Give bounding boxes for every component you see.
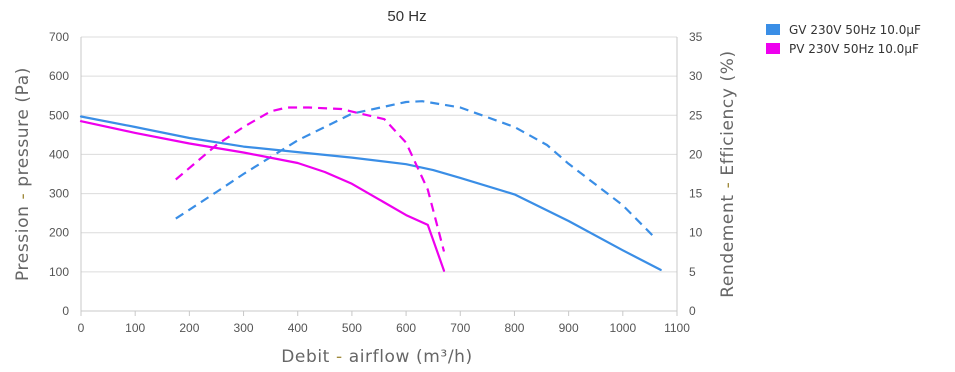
x-tick-label: 0 xyxy=(78,321,85,335)
y-right-tick-labels: 0 5 10 15 20 25 30 35 xyxy=(689,30,703,318)
series-lines xyxy=(79,100,662,272)
y-right-tick-label: 30 xyxy=(689,69,703,83)
series-line-gv-efficiency xyxy=(175,100,657,239)
series-line-pv-efficiency xyxy=(175,106,446,252)
legend-item-pv[interactable]: PV 230V 50Hz 10.0μF xyxy=(766,39,921,58)
y-right-tick-label: 15 xyxy=(689,187,703,201)
chart-title: 50 Hz xyxy=(387,8,426,25)
x-tick-labels: 0 100 200 300 400 500 600 700 800 900 1000 1100 xyxy=(78,311,690,335)
x-axis-title-fr: Debit xyxy=(281,347,330,367)
x-tick-label: 300 xyxy=(234,321,254,335)
y-right-axis-title-fr: Rendement xyxy=(718,194,738,297)
y-left-tick-label: 100 xyxy=(49,265,69,279)
y-left-tick-label: 400 xyxy=(49,147,69,161)
x-axis-title-sep: - xyxy=(330,347,349,367)
x-tick-label: 500 xyxy=(342,321,362,335)
y-right-axis-title-en: Efficiency (%) xyxy=(718,50,738,175)
y-left-tick-label: 300 xyxy=(49,187,69,201)
y-right-axis-title-sep: - xyxy=(718,176,738,195)
legend: GV 230V 50Hz 10.0μF PV 230V 50Hz 10.0μF xyxy=(766,20,921,58)
x-tick-label: 600 xyxy=(396,321,416,335)
legend-item-gv[interactable]: GV 230V 50Hz 10.0μF xyxy=(766,20,921,39)
x-tick-label: 700 xyxy=(450,321,470,335)
y-left-tick-label: 500 xyxy=(49,108,69,122)
y-left-tick-label: 200 xyxy=(49,226,69,240)
y-left-axis-title-sep: - xyxy=(13,187,33,206)
legend-swatch-pv xyxy=(766,43,780,54)
x-tick-label: 1000 xyxy=(609,321,636,335)
x-tick-label: 1100 xyxy=(664,321,690,335)
y-left-tick-label: 600 xyxy=(49,69,69,83)
y-left-axis-title: Pression - pressure (Pa) xyxy=(13,67,33,281)
legend-label-gv: GV 230V 50Hz 10.0μF xyxy=(789,22,921,37)
x-tick-label: 800 xyxy=(504,321,524,335)
series-line-gv-pressure xyxy=(79,115,662,271)
y-right-tick-label: 5 xyxy=(689,265,696,279)
y-left-axis-title-en: pressure (Pa) xyxy=(13,67,33,187)
x-tick-label: 400 xyxy=(288,321,308,335)
x-tick-label: 100 xyxy=(125,321,145,335)
y-right-tick-label: 35 xyxy=(689,30,703,44)
y-left-axis-title-fr: Pression xyxy=(13,206,33,281)
y-right-tick-label: 25 xyxy=(689,108,703,122)
x-axis-title-en: airflow (m³/h) xyxy=(349,347,473,367)
y-right-tick-label: 10 xyxy=(689,226,703,240)
x-tick-label: 900 xyxy=(559,321,579,335)
grid-lines xyxy=(80,36,678,312)
x-axis-title: Debit - airflow (m³/h) xyxy=(281,347,473,367)
y-right-tick-label: 0 xyxy=(689,304,696,318)
legend-swatch-gv xyxy=(766,24,780,35)
legend-label-pv: PV 230V 50Hz 10.0μF xyxy=(789,41,919,56)
y-right-axis-title: Rendement - Efficiency (%) xyxy=(718,50,738,298)
series-line-pv-pressure xyxy=(79,120,446,272)
y-right-tick-label: 20 xyxy=(689,147,703,161)
y-left-tick-label: 700 xyxy=(49,30,69,44)
y-left-tick-label: 0 xyxy=(62,304,69,318)
y-left-tick-labels: 0 100 200 300 400 500 600 700 xyxy=(49,30,69,318)
x-tick-label: 200 xyxy=(179,321,199,335)
